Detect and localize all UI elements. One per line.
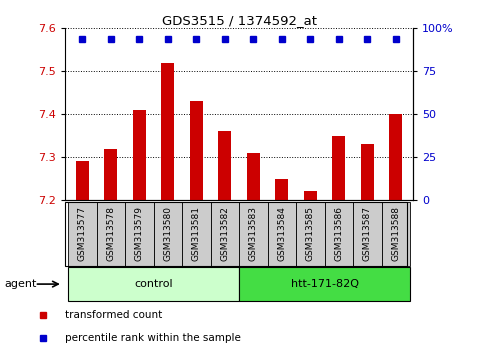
Text: GSM313581: GSM313581 xyxy=(192,206,201,261)
Bar xyxy=(125,202,154,266)
Bar xyxy=(182,202,211,266)
Bar xyxy=(218,131,231,200)
Bar xyxy=(97,202,125,266)
Bar xyxy=(76,161,89,200)
Text: GSM313585: GSM313585 xyxy=(306,206,315,261)
Bar xyxy=(68,267,239,301)
Text: GSM313583: GSM313583 xyxy=(249,206,258,261)
Bar xyxy=(332,136,345,200)
Text: GSM313588: GSM313588 xyxy=(391,206,400,261)
Bar xyxy=(275,178,288,200)
Bar xyxy=(247,153,260,200)
Text: percentile rank within the sample: percentile rank within the sample xyxy=(65,333,241,343)
Bar xyxy=(239,267,410,301)
Text: GSM313587: GSM313587 xyxy=(363,206,372,261)
Bar xyxy=(68,202,97,266)
Bar xyxy=(325,202,353,266)
Text: GSM313578: GSM313578 xyxy=(106,206,115,261)
Bar xyxy=(353,202,382,266)
Title: GDS3515 / 1374592_at: GDS3515 / 1374592_at xyxy=(162,14,316,27)
Text: GSM313577: GSM313577 xyxy=(78,206,87,261)
Bar xyxy=(361,144,374,200)
Bar xyxy=(211,202,239,266)
Bar xyxy=(268,202,296,266)
Text: control: control xyxy=(134,279,173,289)
Bar xyxy=(304,192,317,200)
Text: htt-171-82Q: htt-171-82Q xyxy=(291,279,358,289)
Bar xyxy=(190,101,203,200)
Bar xyxy=(389,114,402,200)
Bar xyxy=(161,63,174,200)
Bar xyxy=(133,110,146,200)
Text: agent: agent xyxy=(5,279,37,289)
Text: GSM313584: GSM313584 xyxy=(277,206,286,261)
Text: transformed count: transformed count xyxy=(65,310,162,320)
Text: GSM313582: GSM313582 xyxy=(220,206,229,261)
Bar xyxy=(104,148,117,200)
Bar xyxy=(296,202,325,266)
Text: GSM313579: GSM313579 xyxy=(135,206,144,261)
Bar xyxy=(382,202,410,266)
Bar xyxy=(154,202,182,266)
Bar xyxy=(239,202,268,266)
Text: GSM313586: GSM313586 xyxy=(334,206,343,261)
Text: GSM313580: GSM313580 xyxy=(163,206,172,261)
